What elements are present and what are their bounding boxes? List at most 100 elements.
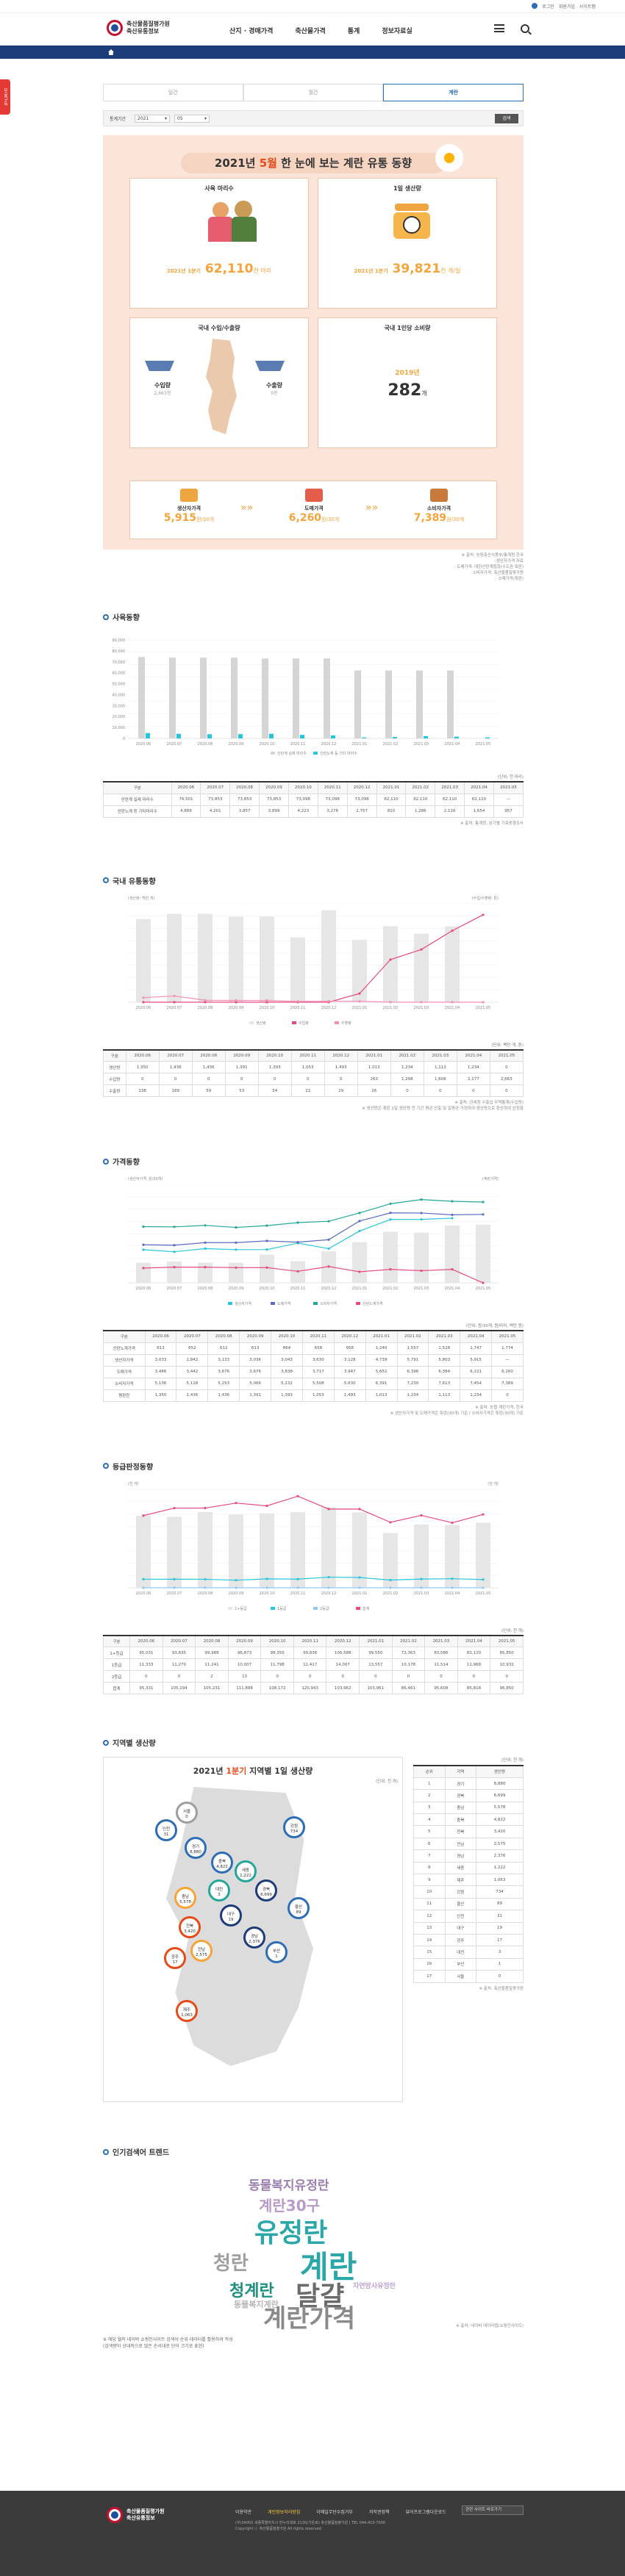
price-point (173, 1244, 176, 1247)
sitemap-link[interactable]: 사이트맵 (579, 4, 596, 10)
farm-bar-layers (385, 670, 392, 738)
farm-y-tick-label: 50,000 (113, 683, 126, 687)
table-row: 산란계 실제 마리수 74,501 73,853 73,853 73,853 73,098… (103, 793, 524, 806)
farm-bar-other (300, 735, 304, 738)
farm-y-tick-label: 70,000 (113, 661, 126, 665)
tab-daily[interactable]: 일간 (103, 84, 243, 101)
keyword-cloud: 동물복지유정란 계란30구 유정란 청란 계란 청계란 달걀 자연방사유정란 동물복지계란 계란가… (103, 2166, 524, 2334)
region-bubble: 전북 3,420 (179, 1916, 201, 1938)
keyword-word: 계란30구 (259, 2197, 321, 2215)
month-select[interactable]: 05 (174, 115, 210, 123)
join-link[interactable]: 회원가입 (558, 4, 575, 10)
side-subscribe-tab[interactable]: 무료구독 (0, 79, 10, 115)
price-point (358, 1270, 361, 1273)
region-bubble-value: 3,420 (184, 1929, 196, 1934)
footer-links: 이용약관 개인정보처리방침 이메일무단수집거부 저작권정책 뷰어프로그램다운로드 (235, 2508, 446, 2515)
table-header-row: 구분 2020.06 2020.07 2020.08 2020.09 2020.10 202… (103, 1330, 524, 1343)
grade-bar-top (445, 1524, 460, 1588)
consumption-value-line: 282개 (318, 381, 496, 400)
footer-link-email[interactable]: 이메일무단수집거부 (316, 2510, 353, 2515)
table-row: 9 제주 1,063 (413, 1874, 524, 1887)
grade-bar-top (383, 1532, 398, 1588)
footer-link-viewer[interactable]: 뷰어프로그램다운로드 (405, 2510, 446, 2515)
region-bubble: 서울 0 (176, 1802, 198, 1824)
footer-link-copyright[interactable]: 저작권정책 (368, 2510, 390, 2515)
table-header-cell: 2021.01 (365, 1330, 398, 1343)
consumption-year: 2019년 (395, 370, 420, 377)
dom-y-left-label: (생산량: 백만 개) (128, 896, 154, 901)
table-cell: 73,853 (229, 793, 260, 806)
farm-x-tick-label: 2020.06 (136, 742, 151, 746)
grade-point (265, 1577, 268, 1580)
search-icon[interactable] (521, 24, 529, 33)
table-cell: 7,454 (460, 1377, 493, 1390)
table-header-cell: 2021.02 (396, 1330, 429, 1343)
table-header-cell: 2021.02 (405, 781, 436, 794)
table-cell: 5,118 (176, 1377, 209, 1390)
table-cell: 1,298 (390, 1073, 424, 1085)
table-header-cell: 2020.09 (224, 1049, 259, 1062)
table-cell: 3,128 (333, 1353, 366, 1367)
table-row-label: 수출량 (103, 1084, 126, 1097)
table-header-cell: 2021.01 (359, 1635, 393, 1647)
nav-item-auction[interactable]: 산지 · 경매가격 (229, 28, 274, 35)
footer-link-privacy[interactable]: 개인정보처리방침 (268, 2510, 301, 2515)
farm-bar-other (269, 733, 274, 738)
table-header-cell: 지역 (444, 1765, 476, 1778)
section-title-text: 사육동향 (113, 614, 140, 622)
region-bubble: 경기 8,880 (185, 1837, 207, 1859)
dom-point (389, 1000, 392, 1004)
nav-item-stats[interactable]: 통계 (347, 28, 360, 35)
year-select[interactable]: 2021 (135, 115, 170, 123)
region-bubble: 대전 3 (208, 1879, 230, 1902)
family-site-select[interactable]: 관련 사이트 바로가기 (462, 2505, 524, 2515)
region-title-year: 2021년 (193, 1766, 226, 1776)
table-header-cell: 2020.11 (301, 1330, 335, 1343)
price-x-tick-label: 2020.07 (167, 1287, 182, 1291)
dom-point (235, 1000, 238, 1004)
tab-egg[interactable]: 계란 (383, 84, 524, 101)
price-legend-swatch (228, 1302, 232, 1305)
grade-point (451, 1521, 454, 1524)
consumption-card-heading: 국내 1인당 소비량 (384, 325, 431, 331)
summary-panel: 2021년 5월 한 눈에 보는 계란 유통 동향 사육 마리수 2021년 1… (103, 135, 524, 550)
price-legend-label: 도매가격 (277, 1301, 290, 1306)
price-legend-label: 산란노계가격 (362, 1301, 383, 1306)
table-row: 10 강원 734 (413, 1885, 524, 1899)
login-link[interactable]: 로그인 (542, 4, 554, 10)
table-cell: 612 (207, 1342, 240, 1355)
table-cell: 17 (413, 1970, 446, 1983)
table-cell: 5 (413, 1825, 446, 1838)
tab-monthly[interactable]: 월간 (243, 84, 384, 101)
dom-x-tick-label: 2021.02 (383, 1006, 399, 1010)
price-point (204, 1266, 207, 1269)
search-button[interactable]: 검색 (495, 114, 518, 123)
table-row: 생산량 1,350 1,436 1,436 1,391 1,393 1,053 1,493 1,… (103, 1061, 524, 1073)
table-header-cell: 2020.12 (346, 781, 377, 794)
price-point (420, 1217, 423, 1221)
fried-egg-icon (435, 144, 463, 172)
price-point (358, 1229, 361, 1233)
price-bar-hen (383, 1231, 398, 1283)
dom-bar-production (383, 926, 398, 1002)
region-bubble-name: 인천 (162, 1827, 171, 1832)
table-cell: 10,178 (391, 1658, 426, 1671)
section-title-region: 지역별 생산량 (103, 1737, 524, 1748)
site-logo[interactable]: 축산물품질평가원 축산유통정보 (107, 20, 170, 36)
table-cell: 29 (324, 1084, 358, 1097)
nav-item-price[interactable]: 축산물가격 (295, 28, 326, 35)
farm-bar-layers (169, 658, 176, 738)
hamburger-menu-icon[interactable] (494, 24, 504, 32)
farm-bar-layers (416, 670, 423, 738)
table-cell: 6,396 (396, 1365, 429, 1378)
export-value: 0천 (271, 391, 278, 396)
farm-y-tick-label: 90,000 (113, 638, 126, 643)
farm-x-tick-label: 2021.04 (445, 742, 460, 746)
import-label: 수입량 (154, 382, 171, 389)
table-cell: 0 (424, 1670, 458, 1683)
table-cell: 1,391 (224, 1061, 259, 1073)
grade-point (451, 1586, 454, 1589)
footer-link-terms[interactable]: 이용약관 (235, 2510, 252, 2515)
home-icon[interactable] (108, 49, 114, 55)
nav-item-info[interactable]: 정보자료실 (382, 28, 413, 35)
